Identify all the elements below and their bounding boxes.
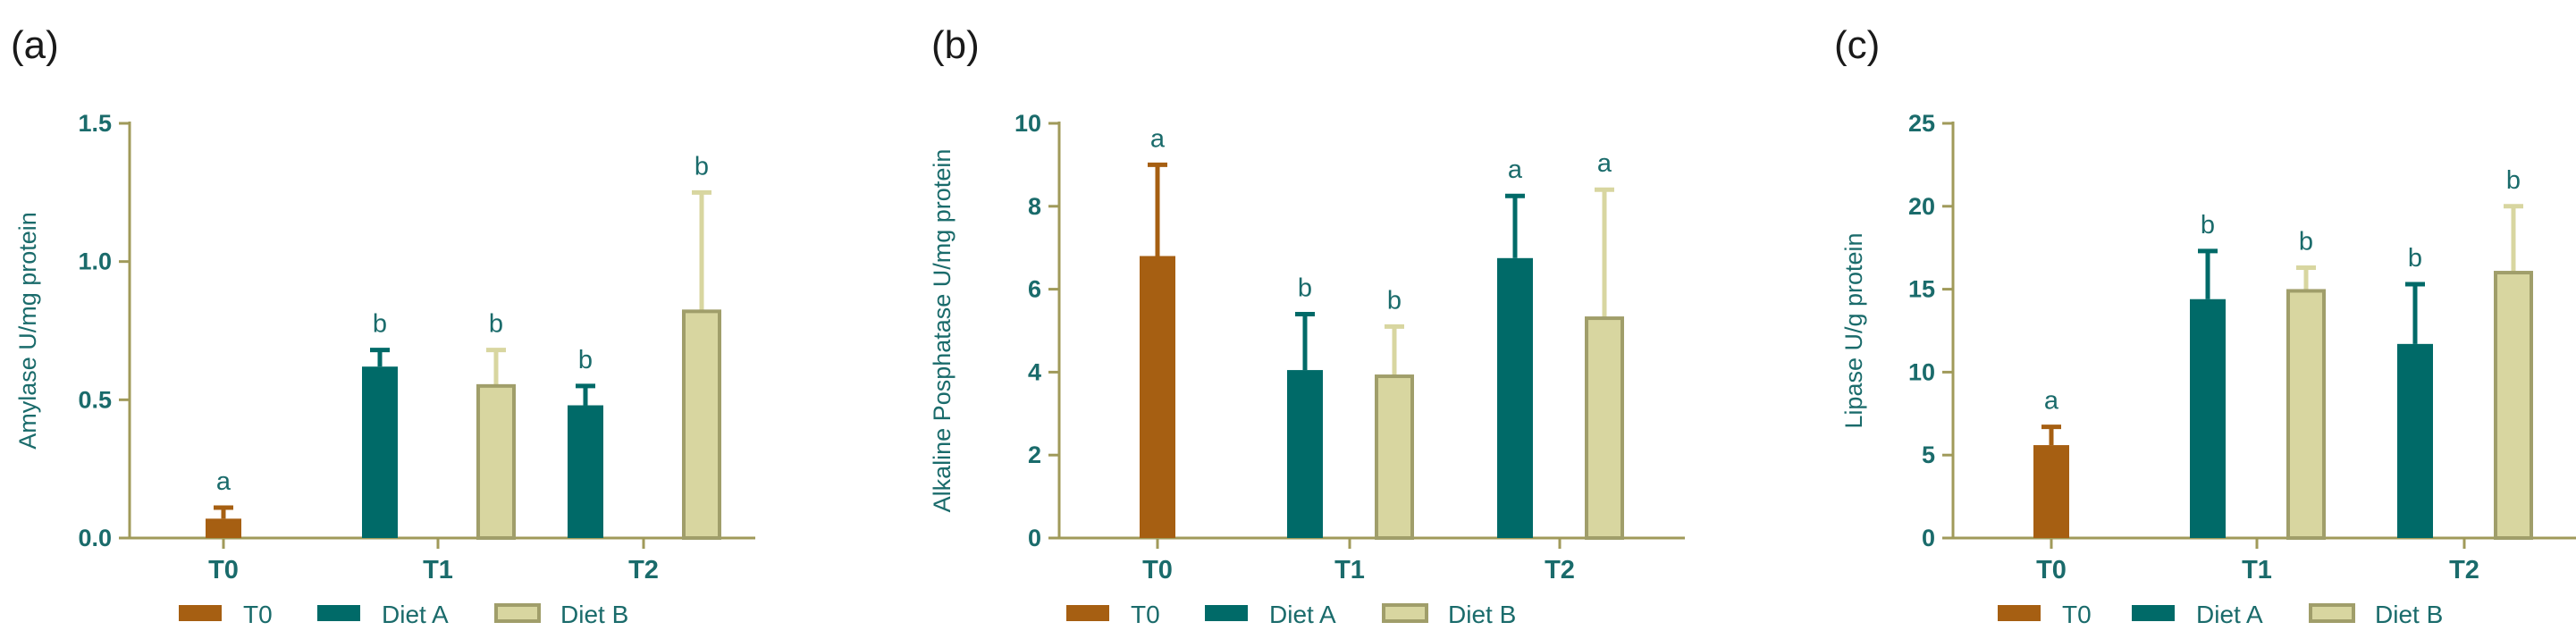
y-tick-label: 0.0	[78, 525, 112, 551]
significance-letter: b	[2299, 227, 2313, 256]
significance-letter: b	[578, 346, 593, 374]
legend-swatch-diet-a	[317, 605, 360, 621]
significance-letter: b	[2201, 211, 2215, 240]
legend-swatch-diet-b	[2309, 603, 2355, 623]
panel-label: (c)	[1834, 23, 1880, 67]
y-tick-label: 5	[1922, 441, 1935, 468]
x-tick-label: T2	[1545, 556, 1575, 584]
y-tick-label: 15	[1908, 276, 1935, 303]
bar-diet-b-t1	[1375, 374, 1414, 541]
legend-swatch-diet-a	[1205, 605, 1248, 621]
bar-t0-t0	[2033, 445, 2069, 538]
bar-diet-a-t2	[568, 405, 603, 538]
chart-panel-a: (a) 0.0 0.5 1.0 1.5 Amylase U/mg protein T0 T1 T…	[11, 23, 755, 628]
x-tick-label: T2	[628, 556, 659, 584]
x-tick-label: T1	[1334, 556, 1365, 584]
legend-label: Diet B	[1448, 601, 1516, 628]
y-axis-title: Lipase U/g protein	[1840, 232, 1867, 428]
significance-letter: b	[2408, 244, 2422, 273]
legend-label: Diet A	[2196, 601, 2263, 628]
y-tick-label: 10	[1908, 358, 1935, 385]
bar-diet-b-t2	[2494, 271, 2533, 540]
legend-swatch-diet-a	[2132, 605, 2175, 621]
significance-letter: b	[373, 310, 387, 339]
legend-label: Diet B	[2375, 601, 2443, 628]
bar-diet-a-t1	[2190, 298, 2226, 538]
significance-letter: b	[1387, 286, 1402, 315]
bar-t0-t0	[1140, 256, 1175, 538]
bar-diet-b-t2	[1585, 316, 1624, 540]
legend: T0 Diet A Diet B	[179, 601, 628, 628]
legend-label: Diet A	[382, 601, 449, 628]
y-tick-label: 0	[1028, 525, 1041, 551]
y-tick-label: 1.5	[78, 110, 112, 137]
chart-panel-c: (c) 0 5 10 15 20 25 Lipase U/g protein T0 T1 T2 a b b…	[1834, 23, 2576, 628]
bar-diet-a-t2	[2397, 343, 2433, 538]
legend-label: T0	[243, 601, 273, 628]
legend-swatch-diet-b	[494, 603, 541, 623]
legend-label: Diet B	[560, 601, 628, 628]
significance-letter: a	[216, 467, 232, 496]
significance-letter: a	[1150, 124, 1166, 153]
significance-letter: a	[2044, 387, 2059, 416]
y-tick-label: 20	[1908, 193, 1935, 220]
panel-label: (a)	[11, 23, 59, 67]
bar-diet-a-t1	[1287, 370, 1323, 538]
y-axis-title: Amylase U/mg protein	[14, 212, 41, 450]
y-tick-label: 10	[1014, 110, 1041, 137]
y-tick-label: 25	[1908, 110, 1935, 137]
bar-diet-b-t2	[682, 309, 721, 541]
bar-diet-b-t1	[2286, 289, 2326, 540]
significance-letter: b	[1298, 273, 1312, 302]
y-tick-label: 6	[1028, 276, 1041, 303]
y-tick-label: 0	[1922, 525, 1935, 551]
y-tick-label: 4	[1028, 358, 1041, 385]
y-tick-label: 0.5	[78, 386, 112, 413]
bar-t0-t0	[206, 518, 241, 538]
legend-swatch-diet-b	[1382, 603, 1428, 623]
legend-label: Diet A	[1269, 601, 1336, 628]
significance-letter: a	[1508, 156, 1523, 184]
x-tick-label: T0	[1142, 556, 1173, 584]
bar-diet-b-t1	[476, 383, 516, 540]
legend-label: T0	[2062, 601, 2092, 628]
x-tick-label: T0	[208, 556, 239, 584]
y-tick-label: 2	[1028, 441, 1041, 468]
x-tick-label: T0	[2036, 556, 2067, 584]
significance-letter: b	[695, 152, 709, 181]
significance-letter: a	[1597, 149, 1612, 178]
bar-diet-a-t1	[362, 366, 398, 538]
y-tick-label: 1.0	[78, 248, 112, 275]
legend-label: T0	[1131, 601, 1160, 628]
x-tick-label: T2	[2449, 556, 2479, 584]
legend: T0 Diet A Diet B	[1066, 601, 1516, 628]
legend-swatch-t0	[179, 605, 222, 621]
significance-letter: b	[489, 310, 503, 339]
legend: T0 Diet A Diet B	[1998, 601, 2443, 628]
panel-label: (b)	[931, 23, 980, 67]
bar-diet-a-t2	[1497, 257, 1533, 538]
legend-swatch-t0	[1998, 605, 2041, 621]
y-tick-label: 8	[1028, 193, 1041, 220]
x-tick-label: T1	[2242, 556, 2272, 584]
significance-letter: b	[2506, 166, 2521, 195]
chart-panel-b: (b) 0 2 4 6 8 10 Alkaline Posphatase U/mg prote…	[929, 23, 1685, 628]
y-axis-title: Alkaline Posphatase U/mg protein	[929, 149, 955, 513]
x-tick-label: T1	[423, 556, 453, 584]
legend-swatch-t0	[1066, 605, 1109, 621]
